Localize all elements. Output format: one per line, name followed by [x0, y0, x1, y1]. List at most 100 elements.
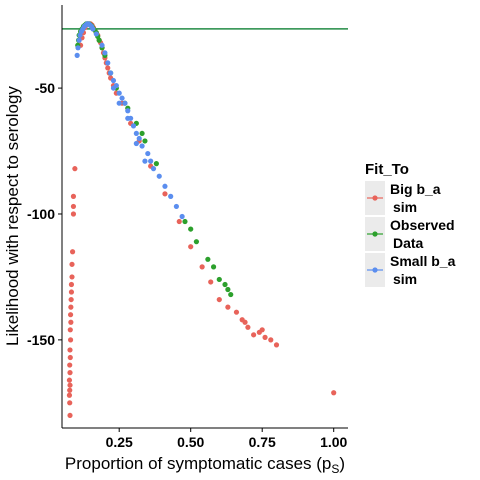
- data-point: [119, 95, 125, 101]
- data-point: [251, 332, 257, 338]
- data-point: [69, 274, 75, 280]
- data-point: [139, 130, 145, 137]
- legend-key-point: [372, 267, 378, 273]
- legend-entry: Observed Data: [365, 217, 455, 251]
- data-point: [67, 387, 73, 393]
- data-point: [67, 412, 73, 419]
- data-point: [193, 239, 200, 245]
- data-point: [233, 309, 240, 315]
- data-point: [67, 327, 73, 333]
- data-point: [90, 26, 96, 32]
- data-point: [245, 324, 251, 330]
- data-point: [268, 337, 274, 343]
- data-point: [76, 37, 82, 43]
- data-point: [70, 203, 77, 210]
- data-point: [69, 249, 76, 255]
- data-point: [168, 193, 174, 199]
- legend-label-continued: sim: [393, 271, 417, 287]
- data-point: [110, 77, 117, 84]
- data-point: [331, 390, 337, 396]
- data-point: [67, 362, 73, 368]
- data-point: [133, 130, 139, 137]
- data-point: [205, 256, 211, 262]
- legend-label: Big b_a: [390, 181, 441, 197]
- data-point: [99, 42, 105, 48]
- data-point: [116, 90, 122, 96]
- data-point: [67, 337, 74, 343]
- data-point: [262, 334, 268, 340]
- legend-label-continued: Data: [393, 235, 424, 251]
- data-point: [225, 304, 231, 310]
- data-point: [67, 382, 73, 388]
- data-point: [102, 50, 108, 56]
- y-tick-label: -100: [27, 206, 55, 222]
- data-point: [210, 264, 217, 270]
- data-point: [136, 135, 142, 142]
- data-point: [70, 211, 77, 217]
- data-point: [74, 52, 80, 58]
- data-point: [130, 123, 137, 129]
- data-point: [150, 166, 157, 172]
- y-tick-label: -50: [35, 80, 55, 96]
- data-point: [242, 319, 248, 325]
- data-point: [222, 281, 228, 288]
- data-point: [173, 203, 179, 210]
- data-point: [67, 312, 74, 318]
- y-axis-title: Likelihood with respect to serology: [3, 86, 22, 346]
- data-point: [108, 70, 114, 76]
- x-axis-title: Proportion of symptomatic cases (pS): [65, 454, 345, 476]
- data-point: [273, 342, 280, 348]
- x-tick-label: 0.25: [106, 434, 133, 450]
- data-point: [116, 100, 122, 106]
- data-point: [225, 286, 231, 293]
- data-point: [188, 244, 194, 250]
- legend-label-continued: sim: [393, 199, 417, 215]
- data-point: [68, 319, 74, 325]
- data-point: [122, 100, 128, 106]
- data-point: [199, 264, 205, 270]
- data-point: [75, 45, 81, 51]
- data-point: [216, 296, 222, 303]
- data-point: [228, 291, 234, 298]
- data-point: [68, 304, 74, 310]
- data-point: [105, 65, 111, 71]
- data-point: [162, 183, 168, 189]
- data-point: [66, 392, 73, 398]
- series-2: [74, 21, 185, 220]
- data-point: [105, 60, 111, 66]
- data-point: [162, 191, 168, 197]
- legend-key-point: [372, 231, 378, 237]
- data-point: [68, 289, 75, 295]
- legend-label: Small b_a: [390, 253, 456, 269]
- data-point: [125, 115, 131, 121]
- data-point: [142, 138, 148, 144]
- data-point: [72, 166, 78, 172]
- plot-area: [61, 5, 348, 429]
- y-axis-ticks: -50 -100 -150: [27, 80, 62, 348]
- data-point: [110, 85, 117, 91]
- data-point: [182, 218, 188, 225]
- data-point: [139, 143, 145, 149]
- x-tick-label: 1.00: [320, 434, 347, 450]
- data-point: [125, 108, 131, 114]
- data-point: [145, 150, 151, 157]
- data-point: [67, 400, 73, 406]
- legend-title: Fit_To: [365, 161, 409, 178]
- x-tick-label: 0.50: [177, 434, 204, 450]
- x-tick-label: 0.75: [249, 434, 276, 450]
- data-point: [216, 276, 222, 283]
- data-point: [208, 279, 214, 285]
- data-point: [66, 377, 73, 383]
- data-point: [179, 213, 185, 220]
- data-point: [148, 158, 154, 164]
- data-point: [67, 354, 73, 361]
- data-point: [188, 226, 194, 232]
- data-point: [259, 327, 265, 333]
- data-point: [68, 281, 75, 288]
- data-point: [70, 193, 77, 199]
